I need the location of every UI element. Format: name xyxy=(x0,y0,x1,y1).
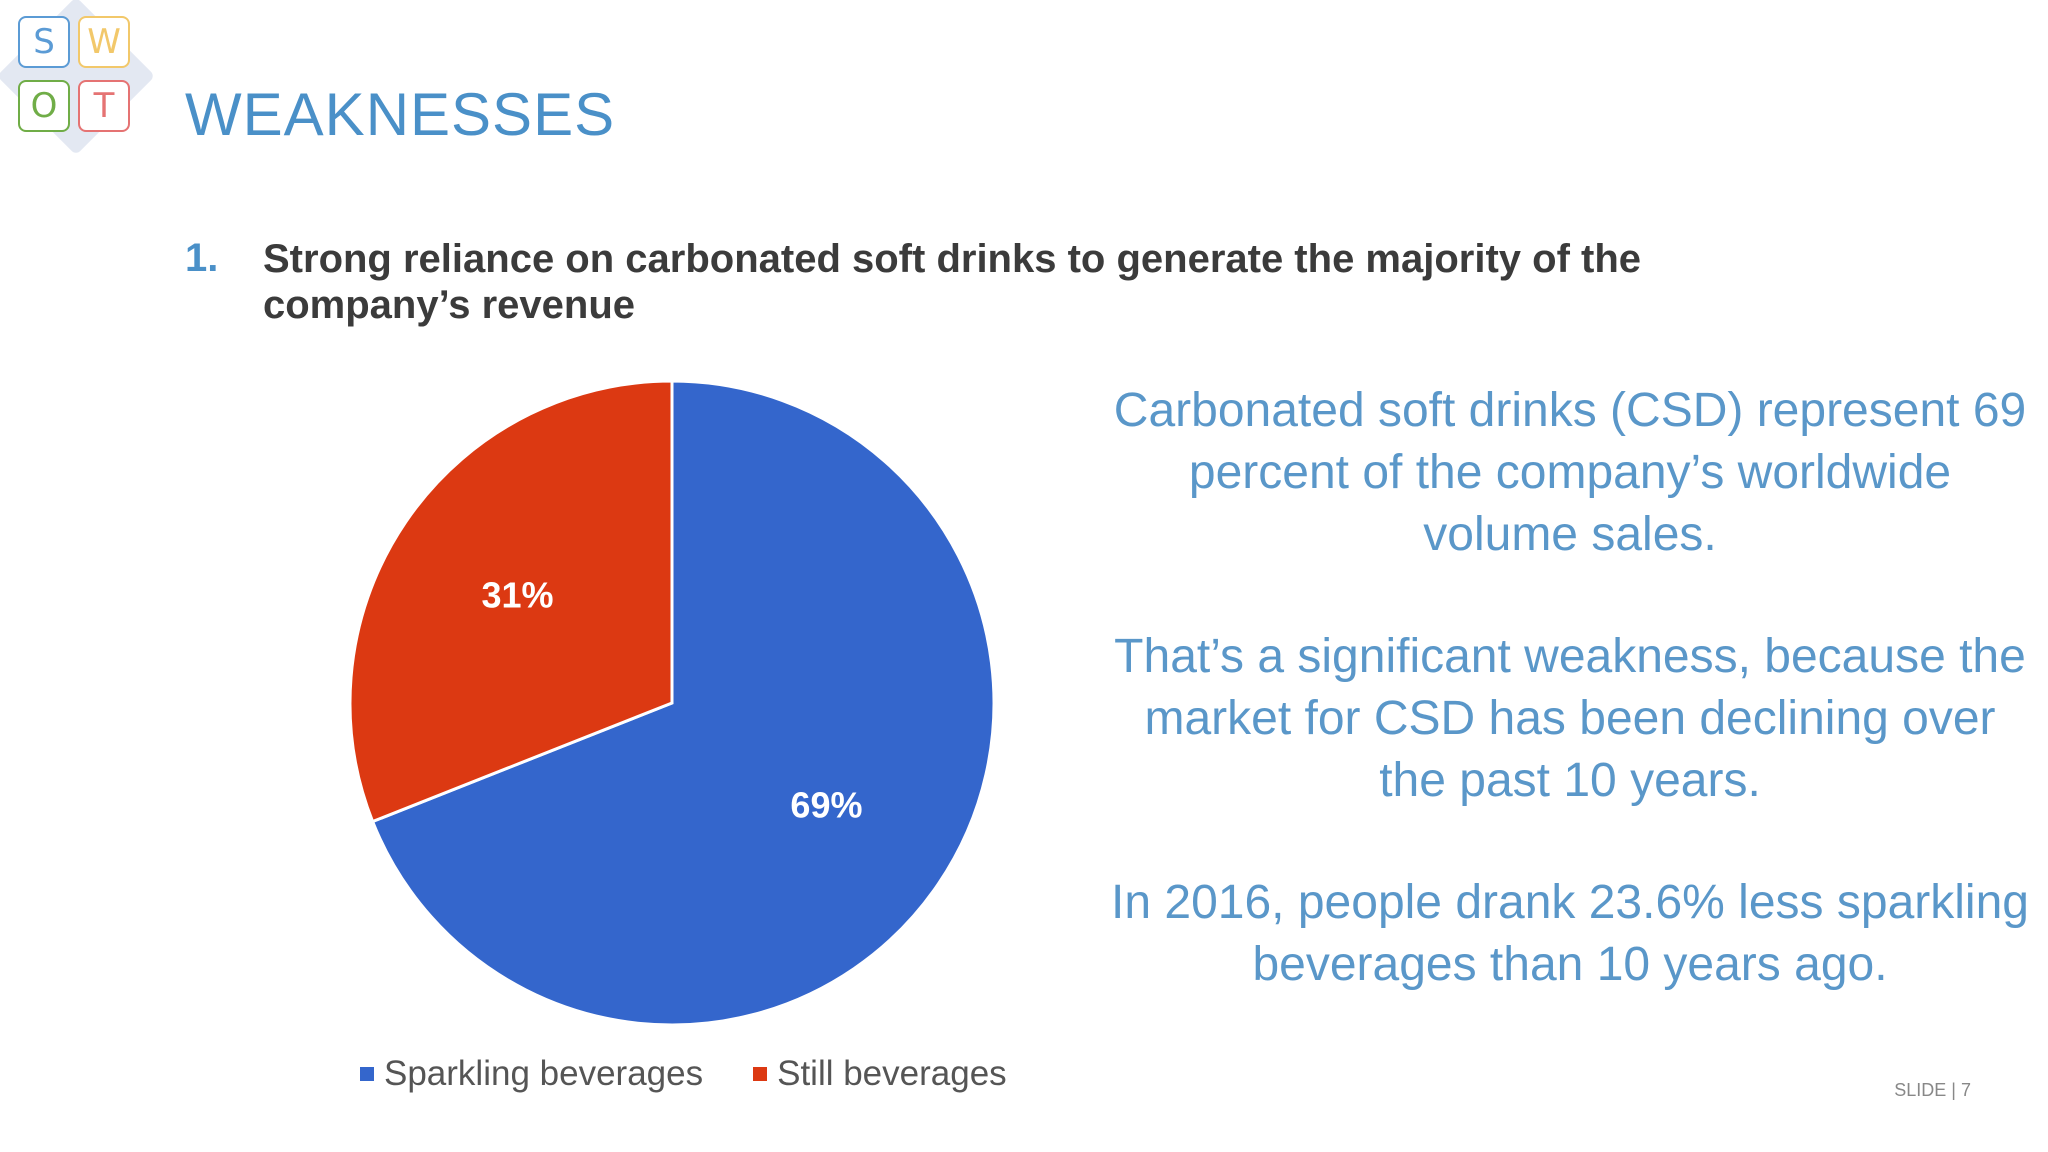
legend-swatch-still xyxy=(753,1067,768,1081)
swot-logo: S W O T xyxy=(0,0,156,156)
logo-letter-t: T xyxy=(78,80,130,132)
legend-label-sparkling: Sparkling beverages xyxy=(384,1054,704,1093)
pie-label-sparkling-beverages: 69% xyxy=(790,784,862,825)
legend-swatch-sparkling xyxy=(360,1067,374,1081)
point-text: Strong reliance on carbonated soft drink… xyxy=(263,237,1642,327)
logo-letter-s: S xyxy=(18,16,70,68)
paragraph-market-decline: That’s a significant weakness, because t… xyxy=(1114,630,2026,807)
paragraph-csd-share: Carbonated soft drinks (CSD) represent 6… xyxy=(1113,384,2027,561)
slide-number: SLIDE | 7 xyxy=(1894,1080,1971,1100)
pie-chart: 69% 31% xyxy=(348,379,996,1027)
legend-label-still: Still beverages xyxy=(777,1054,1007,1093)
pie-slices xyxy=(348,379,996,1027)
page-title: WEAKNESSES xyxy=(185,81,616,148)
legend-item-still: Still beverages xyxy=(753,1054,1007,1094)
paragraph-2016-consumption: In 2016, people drank 23.6% less sparkli… xyxy=(1111,876,2029,991)
pie-slice-sparkling-beverages xyxy=(370,379,996,1027)
logo-letter-o: O xyxy=(18,80,70,132)
legend-item-sparkling: Sparkling beverages xyxy=(360,1054,703,1094)
point-number: 1. xyxy=(185,236,219,280)
logo-letter-w: W xyxy=(78,16,130,68)
chart-legend: Sparkling beverages Still beverages xyxy=(360,1054,1007,1094)
pie-label-still-beverages: 31% xyxy=(482,575,554,616)
pie-slice-still-beverages xyxy=(348,379,674,824)
pie-labels: 69% 31% xyxy=(482,575,863,826)
